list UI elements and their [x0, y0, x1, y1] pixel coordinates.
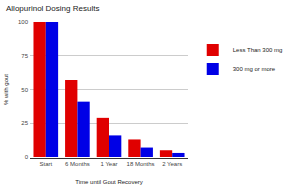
svg-text:6 Months: 6 Months [65, 161, 90, 167]
svg-text:100: 100 [18, 19, 29, 25]
svg-text:Time until Gout Recovery: Time until Gout Recovery [75, 179, 142, 185]
svg-text:300 mg or more: 300 mg or more [233, 66, 276, 72]
svg-text:0: 0 [25, 154, 29, 160]
svg-text:2 Years: 2 Years [162, 161, 182, 167]
svg-text:Start: Start [39, 161, 52, 167]
svg-text:Less Than 300 mg: Less Than 300 mg [233, 47, 283, 53]
svg-text:75: 75 [21, 53, 28, 59]
svg-text:25: 25 [21, 120, 28, 126]
svg-text:18 Months: 18 Months [127, 161, 155, 167]
svg-text:50: 50 [21, 87, 28, 93]
svg-text:1 Year: 1 Year [100, 161, 117, 167]
svg-text:% with gout: % with gout [3, 74, 9, 105]
svg-text:Allopurinol Dosing Results: Allopurinol Dosing Results [6, 4, 99, 13]
